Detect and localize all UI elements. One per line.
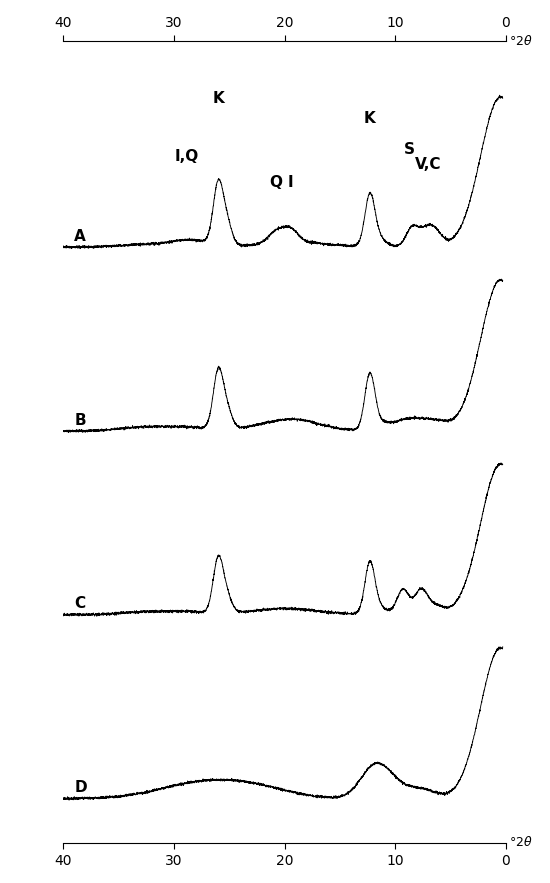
Text: D: D — [74, 781, 87, 796]
Text: $\degree$2$\theta$: $\degree$2$\theta$ — [509, 34, 532, 48]
Text: C: C — [74, 596, 85, 611]
Text: A: A — [74, 229, 86, 244]
Text: K: K — [364, 111, 376, 126]
Text: Q: Q — [270, 175, 282, 190]
Text: V,C: V,C — [415, 157, 442, 172]
Text: I,Q: I,Q — [175, 149, 199, 164]
Text: S: S — [404, 141, 415, 156]
Text: $\degree$2$\theta$: $\degree$2$\theta$ — [509, 835, 532, 849]
Text: B: B — [74, 412, 86, 427]
Text: I: I — [287, 175, 293, 190]
Text: K: K — [212, 91, 224, 106]
